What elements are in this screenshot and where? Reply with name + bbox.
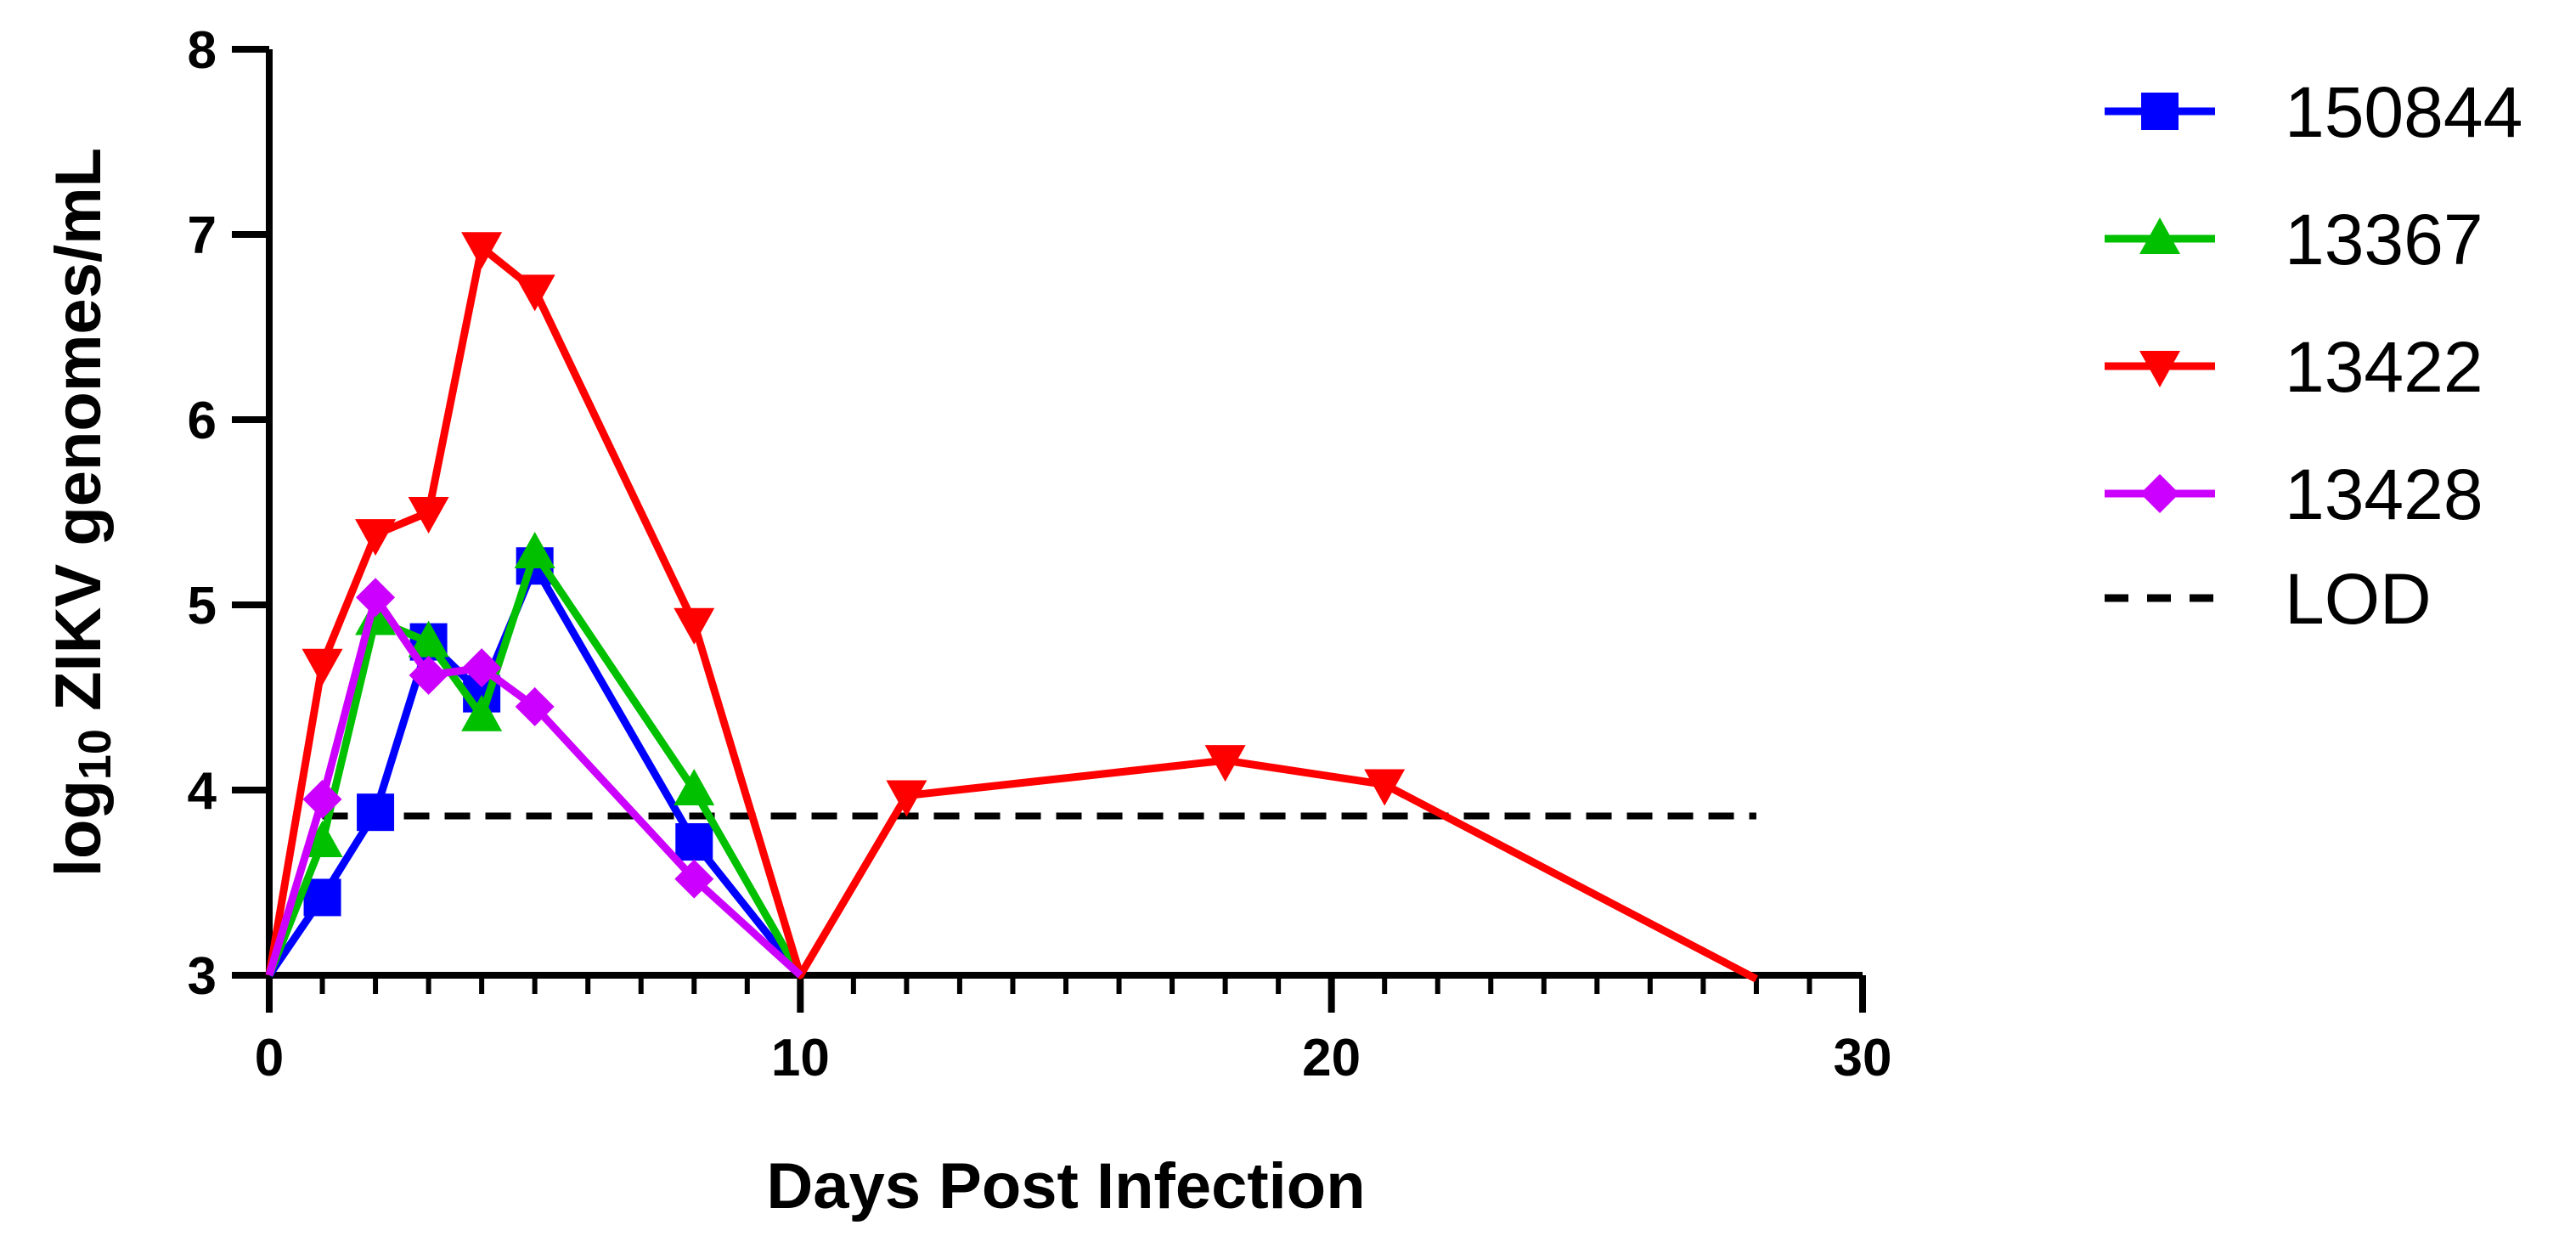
data-point-13428 (356, 578, 396, 618)
legend-marker (2141, 93, 2179, 130)
data-point-13422 (1204, 745, 1246, 782)
legend-label: 13428 (2285, 454, 2483, 534)
series-150844 (266, 547, 803, 978)
y-axis-title-subscript: 10 (70, 729, 121, 780)
data-point-13422 (886, 780, 927, 817)
series-line-150844 (266, 562, 803, 978)
legend: 150844 13367 13422 13428 LOD (2105, 72, 2522, 639)
data-point-13367 (461, 694, 503, 731)
data-point-13422 (302, 648, 343, 686)
y-tick-label: 5 (188, 577, 217, 635)
data-point-13367 (674, 769, 715, 805)
series-line-13367 (265, 549, 804, 978)
data-point-150844 (303, 878, 341, 917)
y-tick-label: 7 (188, 206, 217, 265)
data-point-13422 (355, 519, 397, 556)
data-point-13428 (515, 686, 555, 726)
legend-marker (2140, 474, 2179, 513)
y-tick-label: 4 (188, 762, 217, 821)
series-layer (265, 232, 1759, 983)
x-tick-label: 10 (771, 1029, 830, 1087)
data-point-150844 (675, 823, 713, 861)
data-point-13367 (408, 620, 449, 658)
legend-label: 150844 (2285, 72, 2522, 152)
data-point-13422 (1364, 769, 1406, 806)
x-tick-label: 30 (1834, 1029, 1892, 1087)
x-tick-label: 0 (255, 1029, 284, 1087)
data-point-13422 (514, 274, 555, 312)
y-axis-title-suffix: ZIKV genomes/mL (42, 148, 115, 729)
y-axis-title: log10 ZIKV genomes/mL (42, 148, 121, 877)
data-point-13367 (302, 821, 343, 858)
data-point-13428 (302, 779, 342, 819)
legend-item-13367: 13367 (2105, 200, 2483, 279)
series-line-13422 (265, 243, 1759, 983)
series-line-13428 (265, 593, 803, 979)
legend-item-13428: 13428 (2105, 454, 2483, 534)
data-point-150844 (357, 793, 395, 832)
legend-marker (2139, 351, 2180, 387)
y-axis-title-prefix: log (42, 780, 115, 877)
series-13422 (265, 232, 1759, 983)
y-tick-label: 3 (188, 947, 217, 1006)
legend-label: 13367 (2285, 200, 2483, 279)
data-point-13428 (462, 648, 502, 688)
legend-item-13422: 13422 (2105, 327, 2483, 407)
data-point-13422 (461, 232, 503, 269)
x-tick-label: 20 (1302, 1029, 1361, 1087)
data-point-13422 (408, 497, 449, 534)
data-point-13422 (674, 607, 715, 645)
legend-label: LOD (2285, 559, 2432, 639)
data-point-13367 (514, 531, 555, 568)
legend-marker (2139, 217, 2180, 254)
legend-item-LOD: LOD (2105, 559, 2432, 639)
data-point-13428 (409, 655, 448, 695)
legend-item-150844: 150844 (2105, 72, 2522, 152)
x-axis-title: Days Post Infection (766, 1150, 1365, 1222)
data-point-13428 (674, 859, 714, 899)
y-tick-label: 6 (188, 392, 217, 450)
y-tick-label: 8 (188, 21, 217, 80)
legend-label: 13422 (2285, 327, 2483, 407)
series-13428 (265, 578, 803, 979)
